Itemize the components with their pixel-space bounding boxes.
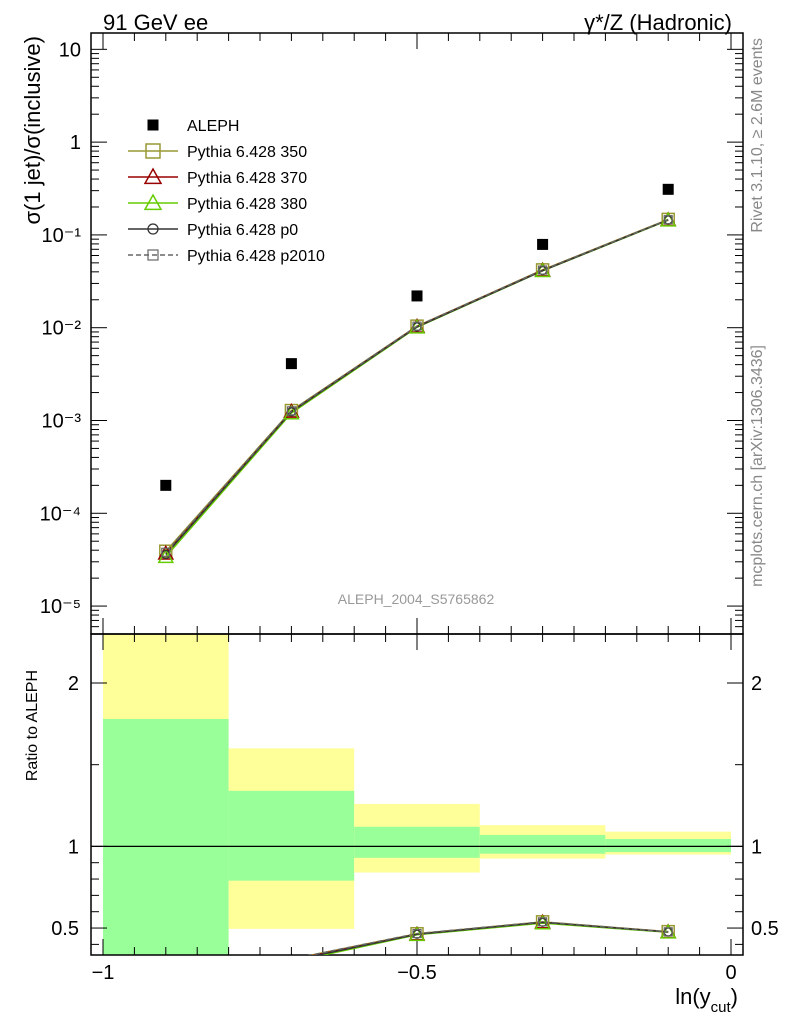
- main-point: [537, 265, 548, 275]
- main-point: [412, 321, 422, 331]
- ratio-point: [537, 917, 548, 927]
- main-series-line: [165, 218, 669, 553]
- axis-ticks: [91, 33, 743, 955]
- ratio-ytick-label-right: 0.5: [751, 918, 779, 940]
- ratio-series-clipped: [307, 913, 677, 955]
- x-axis-label-sub: cut: [711, 999, 732, 1016]
- x-axis-label: ln(ycut): [675, 984, 738, 1016]
- main-ytick-label: 1: [70, 132, 81, 154]
- main-series-line: [165, 219, 669, 555]
- main-ylabel: σ(1 jet)/σ(inclusive): [20, 36, 45, 225]
- legend-label-350: Pythia 6.428 350: [187, 144, 307, 161]
- legend-label-370: Pythia 6.428 370: [187, 170, 307, 187]
- x-axis-label-end: ): [731, 984, 738, 1009]
- xtick-label: −0.5: [397, 962, 436, 984]
- ratio-ytick-labels: 0.5 1 2 0.5 1 2: [51, 673, 779, 940]
- main-point: [285, 358, 297, 370]
- ratio-band-inner: [103, 718, 229, 955]
- main-point: [160, 479, 172, 491]
- main-series-group: [157, 183, 677, 564]
- legend-label-380: Pythia 6.428 380: [187, 196, 307, 213]
- legend-label-p0: Pythia 6.428 p0: [187, 222, 298, 239]
- ratio-ytick-label-left: 0.5: [51, 918, 79, 940]
- legend-marker: [147, 223, 159, 235]
- main-point: [161, 547, 171, 557]
- ratio-ytick-label-left: 2: [68, 673, 79, 695]
- analysis-label: ALEPH_2004_S5765862: [338, 591, 495, 607]
- main-ytick-label: 10: [59, 39, 81, 61]
- legend-marker: [143, 193, 163, 211]
- legend-marker-aleph: [147, 119, 159, 131]
- legend-marker: [143, 167, 163, 185]
- main-series-line: [165, 219, 669, 558]
- main-ytick-labels: 10 1 10⁻¹ 10⁻² 10⁻³ 10⁻⁴ 10⁻⁵: [40, 39, 82, 618]
- x-axis-label-main: ln(y: [675, 984, 710, 1009]
- ratio-point: [412, 928, 422, 939]
- legend-marker: [147, 249, 159, 261]
- legend-label-p2010: Pythia 6.428 p2010: [187, 248, 325, 265]
- main-ytick-label: 10⁻¹: [42, 225, 82, 247]
- main-point: [411, 290, 423, 302]
- legend-marker: [145, 143, 161, 159]
- ratio-series-line: [314, 921, 669, 955]
- legend-label-aleph: ALEPH: [187, 118, 239, 135]
- main-series-line: [165, 219, 669, 554]
- main-point: [537, 238, 549, 250]
- legend: ALEPH Pythia 6.428 350 Pythia 6.428 370 …: [128, 118, 325, 265]
- right-title: γ*/Z (Hadronic): [584, 10, 732, 35]
- xtick-label: −1: [92, 962, 115, 984]
- main-point: [662, 183, 674, 195]
- xtick-label: 0: [725, 962, 736, 984]
- ratio-ytick-label-right: 2: [751, 673, 762, 695]
- ratio-uncertainty-bands: [103, 634, 731, 955]
- main-ytick-label: 10⁻⁴: [40, 503, 81, 525]
- rivet-label: Rivet 3.1.10, ≥ 2.6M events: [749, 38, 766, 233]
- main-ytick-label: 10⁻²: [42, 318, 82, 340]
- ratio-series-group: [307, 913, 677, 955]
- xtick-labels: −1 −0.5 0: [92, 962, 737, 984]
- ratio-ytick-label-right: 1: [751, 836, 762, 858]
- mcplots-label: mcplots.cern.ch [arXiv:1306.3436]: [749, 345, 766, 587]
- ratio-ylabel: Ratio to ALEPH: [24, 670, 41, 781]
- main-ytick-label: 10⁻⁵: [40, 596, 81, 618]
- ratio-series-line: [307, 921, 669, 955]
- ratio-ytick-label-left: 1: [68, 836, 79, 858]
- left-title: 91 GeV ee: [103, 10, 208, 35]
- main-point: [286, 406, 296, 416]
- main-series-line: [165, 218, 669, 552]
- main-point: [663, 215, 673, 225]
- legend-markers: [128, 119, 178, 261]
- ratio-band-inner: [605, 839, 731, 853]
- ratio-band-inner: [228, 790, 355, 881]
- main-ytick-label: 10⁻³: [42, 410, 82, 432]
- ratio-point: [663, 927, 673, 937]
- ratio-band-inner: [479, 834, 606, 854]
- ratio-band-inner: [354, 826, 480, 858]
